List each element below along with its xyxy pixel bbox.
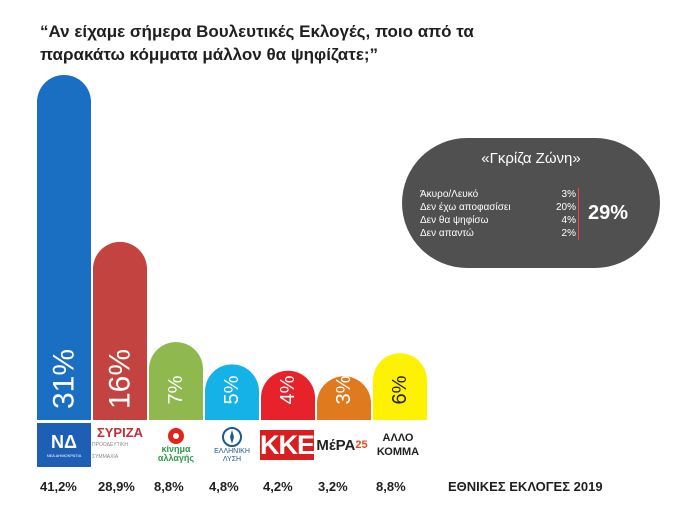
kke-logo-text: ΚΚΕ xyxy=(260,430,315,460)
gray-zone-row: Δεν έχω αποφασίσει 20% xyxy=(420,201,576,214)
gray-zone-row-label: Δεν έχω αποφασίσει xyxy=(420,202,511,213)
bar-value-label: 7% xyxy=(165,375,187,404)
election-result: 4,2% xyxy=(263,479,293,494)
gray-zone-row: Άκυρο/Λευκό 3% xyxy=(420,188,576,201)
elliniki-lysi-line1: ΕΛΛΗΝΙΚΗ xyxy=(214,448,250,455)
gray-zone-row: Δεν θα ψηφίσω 4% xyxy=(420,214,576,227)
syriza-logo: ΣΥΡΙΖΑ ΠΡΟΟΔΕΥΤΙΚΗ ΣΥΜΜΑΧΙΑ xyxy=(92,423,148,467)
election-result: 4,8% xyxy=(209,479,239,494)
gray-zone-title: «Γκρίζα Ζώνη» xyxy=(481,150,581,167)
mera25-logo-text: ΜέΡΑ xyxy=(316,436,356,454)
bar-value-label: 31% xyxy=(48,349,81,409)
gray-zone-bracket xyxy=(578,188,579,240)
other-party-line2: ΚΟΜΜΑ xyxy=(376,446,420,458)
gray-zone-row-value: 2% xyxy=(561,228,576,239)
gray-zone-rows: Άκυρο/Λευκό 3% Δεν έχω αποφασίσει 20% Δε… xyxy=(420,188,576,240)
elliniki-lysi-logo: ΕΛΛΗΝΙΚΗ ΛΥΣΗ xyxy=(204,423,260,467)
syriza-logo-subtext: ΠΡΟΟΔΕΥΤΙΚΗ ΣΥΜΜΑΧΙΑ xyxy=(92,442,129,460)
bar-value-label: 16% xyxy=(104,349,137,409)
bar xyxy=(373,353,427,420)
bar xyxy=(37,75,91,420)
compass-icon xyxy=(222,427,242,447)
elliniki-lysi-line2: ΛΥΣΗ xyxy=(222,456,242,463)
other-party-line1: ΑΛΛΟ xyxy=(382,432,414,444)
mera25-logo: ΜέΡΑ 25 xyxy=(314,423,370,467)
mera25-logo-number: 25 xyxy=(355,439,368,451)
election-result: 3,2% xyxy=(318,479,348,494)
kinal-logo-line1: κίνημα xyxy=(161,444,191,454)
election-result: 28,9% xyxy=(98,479,135,494)
nd-logo-subtext: ΝΕΑ ΔΗΜΟΚΡΑΤΙΑ xyxy=(46,453,82,458)
chart-title: “Αν είχαμε σήμερα Βουλευτικές Εκλογές, π… xyxy=(40,22,474,64)
other-party-label: ΑΛΛΟ ΚΟΜΜΑ xyxy=(370,423,426,467)
gray-zone-row-label: Άκυρο/Λευκό xyxy=(420,189,479,200)
syriza-logo-text: ΣΥΡΙΖΑ xyxy=(96,425,144,440)
gray-zone-row-value: 20% xyxy=(555,202,576,213)
kinal-logo-line2: αλλαγής xyxy=(157,453,195,463)
gray-zone-row-value: 3% xyxy=(561,189,576,200)
gray-zone-row: Δεν απαντώ 2% xyxy=(420,227,576,240)
election-caption: ΕΘΝΙΚΕΣ ΕΚΛΟΓΕΣ 2019 xyxy=(448,479,603,494)
bar-value-label: 5% xyxy=(221,375,243,404)
bar-value-label: 3% xyxy=(333,375,355,404)
nd-logo: ΝΔ ΝΕΑ ΔΗΜΟΚΡΑΤΙΑ xyxy=(37,423,91,467)
kinal-logo: κίνημα αλλαγής xyxy=(148,423,204,467)
gray-zone-panel: «Γκρίζα Ζώνη» Άκυρο/Λευκό 3% Δεν έχω απο… xyxy=(402,138,660,268)
kke-logo: ΚΚΕ xyxy=(260,430,315,460)
bar xyxy=(205,364,259,420)
gray-zone-total: 29% xyxy=(588,202,629,224)
gray-zone-row-label: Δεν απαντώ xyxy=(420,228,474,239)
gray-zone-row-label: Δεν θα ψηφίσω xyxy=(420,215,489,226)
bar-value-label: 4% xyxy=(277,375,299,404)
gray-zone-row-value: 4% xyxy=(561,215,576,226)
bar xyxy=(261,370,315,420)
election-result: 41,2% xyxy=(40,479,77,494)
bar xyxy=(149,342,203,420)
bar-value-label: 6% xyxy=(389,375,411,404)
election-result: 8,8% xyxy=(376,479,406,494)
kinal-flower-icon xyxy=(168,428,184,444)
bar xyxy=(317,376,371,420)
nd-logo-text: ΝΔ xyxy=(51,432,77,452)
election-result: 8,8% xyxy=(154,479,184,494)
bar xyxy=(93,241,147,420)
